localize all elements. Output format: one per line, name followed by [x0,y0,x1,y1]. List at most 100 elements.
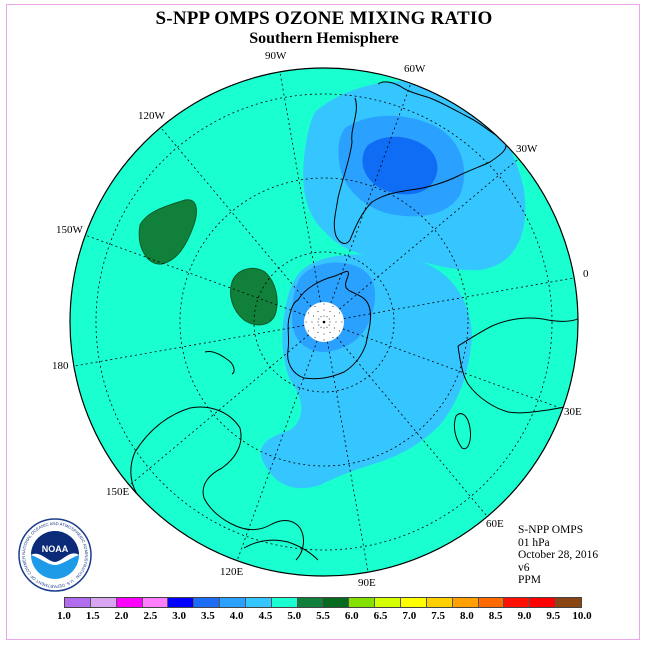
color-scale-segment [426,598,453,607]
units-label: PPM [518,574,542,586]
color-scale-segment [375,598,401,607]
color-scale-tick-label: 4.5 [258,610,273,622]
color-scale-segment [220,598,246,607]
polar-dot [341,321,343,323]
longitude-label-60e: 60E [486,518,504,530]
color-scale-segment [90,598,117,607]
polar-dot [323,339,325,341]
polar-dot [333,315,335,317]
polar-grid-dots [305,303,343,341]
longitude-label-120e: 120E [220,566,244,578]
color-scale-tick-label: 3.5 [201,610,215,622]
polar-dot [339,330,341,332]
date-label: October 28, 2016 [518,549,599,561]
color-scale-segment [116,598,143,607]
color-scale-segment [323,598,350,607]
polar-dot [328,324,330,326]
page-frame [6,4,640,640]
longitude-label-150e: 150E [106,486,130,498]
color-scale-segment [530,598,557,607]
coastlines [130,81,578,561]
polar-dot [323,315,325,317]
color-scale-tick-label: 3.0 [172,610,186,622]
color-scale-tick-label: 5.0 [287,610,302,622]
color-scale-tick-label: 9.0 [517,610,532,622]
color-scale-tick-label: 6.0 [344,610,359,622]
polar-dot [323,327,325,329]
polar-dot [313,315,315,317]
noaa-logo: NOAA NATIONAL OCEANIC AND ATMOSPHERIC AD… [18,518,92,592]
color-scale-tick-label: 8.5 [488,610,503,622]
pressure-level-label: 01 hPa [518,536,550,549]
polar-dot [305,321,307,323]
meridian-line [343,277,575,319]
meridian-line [336,337,488,517]
polar-dot [323,303,325,305]
coastline-south-america [333,81,507,244]
color-scale-segment [556,598,581,607]
meridian-line [85,234,306,316]
meridians [73,71,575,573]
color-scale-segment [142,598,169,607]
product-info: S-NPP OMPS 01 hPa October 28, 2016 v6 PP… [518,524,598,587]
meridian-line [279,71,321,303]
ozone-level-3-0-3-5-region-core [362,136,438,195]
map-title: S-NPP OMPS OZONE MIXING RATIO [155,8,493,29]
polar-dot [329,331,331,333]
polar-dot [335,321,337,323]
polar-dot [320,316,322,318]
color-scale-segment [349,598,376,607]
color-scale-segment [168,598,195,607]
color-scale-tick-label: 5.5 [316,610,330,622]
longitude-label-120w: 120W [138,110,165,122]
color-scale-tick-label: 8.0 [460,610,474,622]
longitude-label-90w: 90W [265,50,287,62]
latitude-circle-50s [179,177,469,467]
polar-dot [317,321,319,323]
polar-dot [329,311,331,313]
ozone-level-5-0-5-5-region-pacific-south [230,267,278,326]
color-scale-tick-label: 9.5 [546,610,561,622]
longitude-label-180: 180 [52,360,69,372]
longitude-label-30e: 30E [564,406,582,418]
color-scale-tick-label: 2.5 [143,610,158,622]
color-scale-segment [245,598,272,607]
color-scale-tick-label: 4.0 [229,610,244,622]
color-scale-segment [271,598,298,607]
meridian-line [339,158,519,310]
color-scale-tick-label: 2.0 [114,610,129,622]
map-disc [70,68,578,576]
polar-dot [314,337,316,339]
color-scale-tick-label: 1.0 [57,610,71,622]
coastline-antarctica [287,270,371,380]
polar-dot [328,318,330,320]
meridian-line [342,328,563,410]
color-scale-tick-label: 1.5 [85,610,100,622]
polar-dot [333,327,335,329]
polar-dot [317,311,319,313]
polar-dot [323,333,325,335]
polar-dot [317,331,319,333]
longitude-label-150w: 150W [56,224,83,236]
color-scale-bar [64,597,582,608]
noaa-logo-text: NOAA [42,544,69,554]
color-scale-segment [478,598,505,607]
south-pole-marker [322,320,326,324]
polar-dot [318,318,320,320]
color-scale-tick-label: 6.5 [373,610,388,622]
meridian-line [129,334,309,486]
color-scale-tick-label: 10.0 [572,610,592,622]
color-scale-tick-label: 7.0 [402,610,417,622]
polar-dot [307,312,309,314]
polar-dot [314,305,316,307]
polar-dot [320,326,322,328]
longitude-label-60w: 60W [404,63,426,75]
map-boundary-circle [69,67,579,577]
graticule [73,71,575,573]
polar-dot [318,324,320,326]
polar-dot [326,316,328,318]
meridian-line [327,341,369,573]
longitude-label-0: 0 [583,268,589,280]
meridian-line [73,325,305,367]
